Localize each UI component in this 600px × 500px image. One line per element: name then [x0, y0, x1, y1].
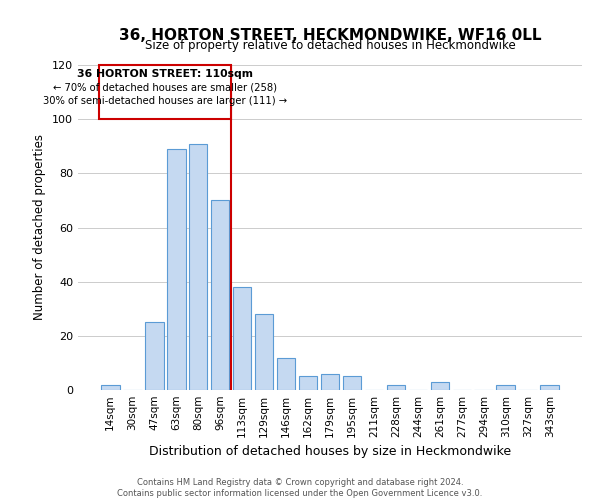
Title: 36, HORTON STREET, HECKMONDWIKE, WF16 0LL: 36, HORTON STREET, HECKMONDWIKE, WF16 0L… [119, 28, 541, 43]
Bar [189, 144, 208, 390]
Bar [255, 314, 274, 390]
Bar [233, 287, 251, 390]
Bar [496, 384, 515, 390]
Bar [541, 384, 559, 390]
Bar [99, 65, 231, 119]
Bar [101, 384, 119, 390]
Bar [299, 376, 317, 390]
Bar [211, 200, 229, 390]
Bar [343, 376, 361, 390]
X-axis label: Distribution of detached houses by size in Heckmondwike: Distribution of detached houses by size … [149, 446, 511, 458]
Y-axis label: Number of detached properties: Number of detached properties [34, 134, 46, 320]
Bar [145, 322, 164, 390]
Bar [277, 358, 295, 390]
Text: 36 HORTON STREET: 110sqm: 36 HORTON STREET: 110sqm [77, 69, 253, 79]
Bar [167, 149, 185, 390]
Text: ← 70% of detached houses are smaller (258): ← 70% of detached houses are smaller (25… [53, 82, 277, 92]
Text: Contains HM Land Registry data © Crown copyright and database right 2024.
Contai: Contains HM Land Registry data © Crown c… [118, 478, 482, 498]
Text: 30% of semi-detached houses are larger (111) →: 30% of semi-detached houses are larger (… [43, 96, 287, 106]
Bar [386, 384, 405, 390]
Bar [431, 382, 449, 390]
Text: Size of property relative to detached houses in Heckmondwike: Size of property relative to detached ho… [145, 40, 515, 52]
Bar [320, 374, 340, 390]
